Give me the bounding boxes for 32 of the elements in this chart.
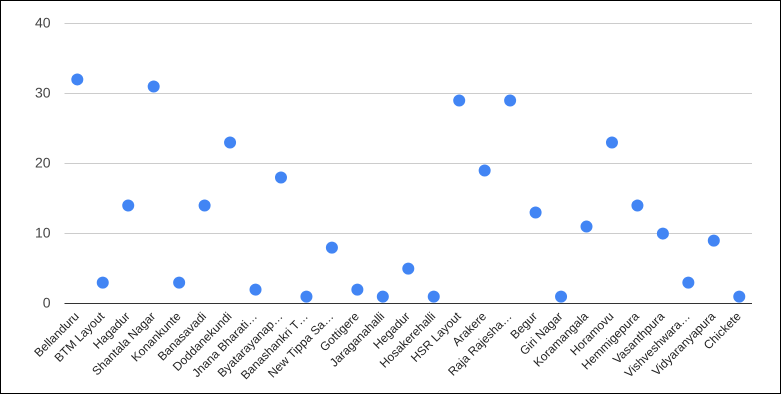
y-tick-label: 0 — [42, 294, 51, 310]
y-tick-label: 30 — [34, 84, 51, 100]
point — [71, 73, 84, 86]
point — [148, 80, 160, 92]
point — [351, 284, 364, 296]
point — [274, 172, 287, 184]
point — [606, 136, 618, 148]
point — [656, 228, 669, 240]
point — [504, 94, 516, 106]
y-tick-label: 20 — [34, 154, 51, 170]
point — [300, 290, 312, 303]
point — [555, 290, 568, 303]
point — [682, 276, 694, 289]
y-tick-label: 40 — [34, 14, 51, 30]
point — [326, 242, 338, 254]
point — [173, 276, 186, 289]
point — [250, 284, 262, 296]
point — [453, 94, 466, 106]
point — [530, 206, 542, 219]
point — [96, 276, 109, 289]
y-tick-label: 10 — [34, 224, 51, 240]
point — [402, 262, 414, 275]
point — [631, 200, 644, 212]
point — [478, 164, 491, 177]
point — [122, 200, 134, 212]
point — [198, 200, 211, 212]
point — [428, 290, 440, 303]
point — [708, 234, 720, 247]
point — [224, 136, 236, 148]
point — [733, 290, 746, 303]
point — [580, 220, 593, 233]
point — [376, 290, 389, 303]
